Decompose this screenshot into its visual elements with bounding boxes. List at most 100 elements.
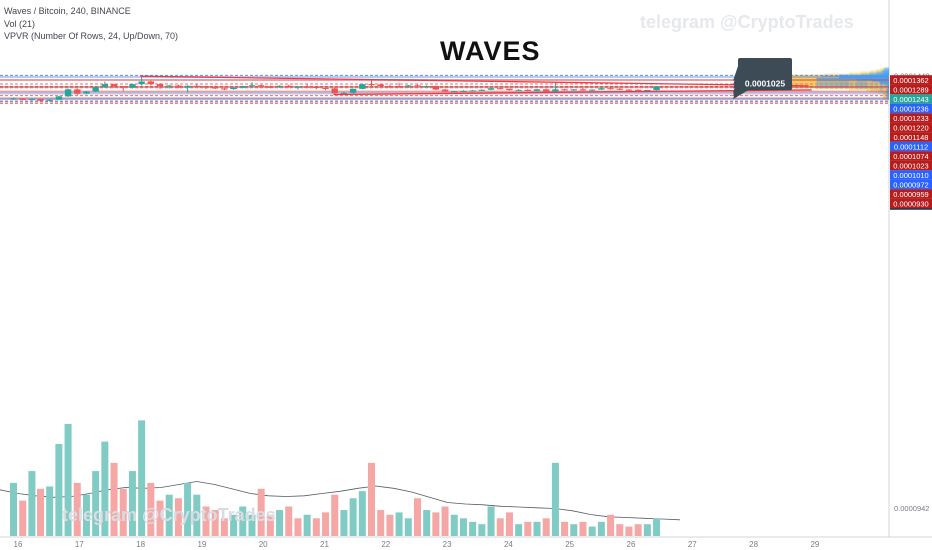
candle-body (423, 86, 430, 88)
volume-bar (46, 486, 54, 536)
volume-bar (193, 494, 201, 536)
candle-body (120, 86, 127, 88)
price-marker-label: 0.0001236 (893, 104, 928, 113)
volume-bar (202, 506, 210, 536)
volume-bar (533, 521, 541, 536)
candle-body (37, 99, 44, 101)
volume-legend[interactable]: Vol (21) (4, 19, 36, 29)
candle-body (322, 87, 329, 89)
symbol-legend[interactable]: Waves / Bitcoin, 240, BINANCE (4, 6, 131, 16)
candle-body (598, 88, 605, 90)
volume-bar (653, 518, 661, 536)
volume-bar (165, 494, 173, 536)
vpvr-up-bar (877, 83, 884, 94)
price-marker-box (890, 94, 932, 104)
volume-bar (450, 514, 458, 536)
volume-bar (588, 526, 596, 536)
candle-body (331, 88, 338, 94)
price-marker-box (890, 179, 932, 190)
volume-bars-group (10, 420, 661, 536)
candle-body (634, 89, 642, 91)
candle-body (202, 86, 210, 88)
vpvr-up-bar (882, 84, 887, 95)
price-marker-box (890, 75, 932, 85)
candle-body (515, 89, 522, 91)
volume-bar (220, 518, 228, 536)
candle-body (478, 89, 486, 91)
candle-body (533, 89, 541, 91)
volume-bar (413, 498, 421, 536)
price-marker-label: 0.0000972 (893, 180, 928, 189)
vpvr-down-bar (886, 87, 889, 99)
watermark-top: telegram @CryptoTrades (640, 12, 854, 32)
volume-bar (28, 471, 36, 536)
candle-body (616, 88, 623, 90)
vpvr-down-bar (882, 69, 889, 80)
vpvr-down-bar (884, 68, 889, 79)
volume-bar (248, 514, 256, 536)
volume-bar (496, 518, 504, 536)
candle-body (276, 85, 283, 87)
candle-body (211, 87, 219, 89)
volume-bar (404, 518, 412, 536)
vpvr-down-bar (886, 89, 889, 101)
candle-body (588, 89, 596, 91)
volume-bar (101, 441, 109, 536)
volume-bar (230, 514, 238, 536)
price-marker-box (890, 198, 932, 209)
candle-body (193, 85, 201, 87)
volume-bar (147, 482, 155, 536)
candle-body (221, 88, 228, 90)
candle-body (83, 91, 90, 94)
x-tick-label: 24 (504, 540, 513, 549)
price-marker-label: 0.0001023 (893, 161, 928, 170)
candle-body (460, 90, 467, 92)
volume-bar (156, 500, 164, 536)
x-tick-label: 22 (381, 540, 390, 549)
candle-body (313, 86, 320, 88)
volume-bar (55, 443, 63, 536)
volume-bar (377, 510, 385, 536)
vpvr-up-bar (880, 68, 884, 79)
volume-bar (294, 518, 302, 536)
candle-body (441, 89, 449, 92)
price-marker-label: 0.0000959 (893, 190, 928, 199)
x-tick-label: 26 (627, 540, 636, 549)
x-tick-label: 23 (443, 540, 452, 549)
volume-bar (174, 498, 182, 536)
candle-body (561, 89, 568, 91)
volume-bar (322, 512, 330, 536)
price-marker-box (890, 170, 932, 180)
candle-body (10, 98, 17, 100)
volume-bar (211, 510, 219, 536)
candle-body (349, 88, 357, 93)
volume-bar (551, 462, 559, 536)
x-tick-label: 21 (320, 540, 329, 549)
vpvr-down-bar (884, 83, 889, 94)
candle-body (487, 88, 495, 90)
vpvr-up-bar (882, 67, 886, 78)
candle-body (451, 91, 458, 93)
volume-bar (358, 491, 366, 536)
candle-body (19, 98, 26, 100)
x-tick-label: 16 (14, 540, 23, 549)
candle-body (405, 85, 412, 87)
watermark-bottom: telegram @CryptoTrades (62, 505, 276, 525)
candle-body (184, 85, 191, 88)
volume-bar (487, 506, 495, 536)
volume-bar (138, 420, 146, 536)
price-marker-box (890, 103, 932, 114)
candle-body (138, 81, 145, 85)
candle-body (625, 89, 633, 91)
price-marker-box (890, 151, 932, 161)
vpvr-legend[interactable]: VPVR (Number Of Rows, 24, Up/Down, 70) (4, 31, 179, 41)
candle-body (552, 89, 559, 92)
vpvr-up-bar (876, 69, 883, 80)
volume-bar (19, 500, 27, 536)
volume-bar (423, 510, 431, 536)
level-callouts-group: 0.00013620.00012890.00012200.00011490.00… (733, 58, 792, 100)
volume-bar (92, 471, 100, 536)
x-tick-label: 28 (749, 540, 758, 549)
price-marker-label: 0.0001220 (893, 123, 928, 132)
